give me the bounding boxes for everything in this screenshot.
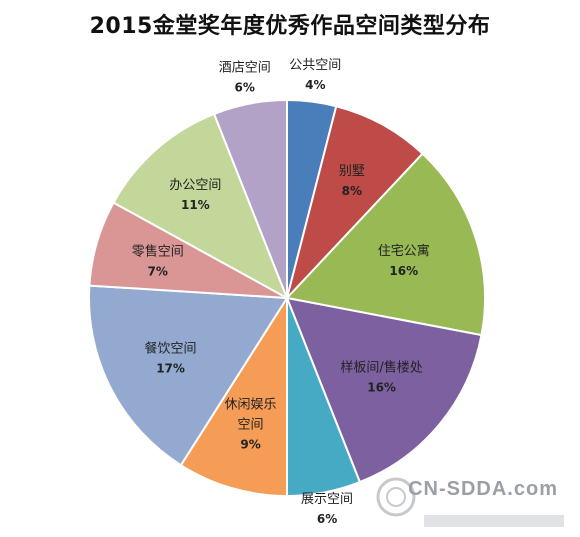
slice-value-label: 11% (181, 198, 210, 212)
slice-category-label: 别墅 (339, 164, 365, 179)
slice-category-label: 住宅公寓 (378, 243, 430, 259)
pie-slice (179, 294, 288, 498)
pie-slice (88, 284, 289, 467)
slice-category-label: 办公空间 (169, 178, 221, 193)
slice-value-label: 6% (235, 80, 255, 94)
slice-value-label: 16% (367, 380, 396, 394)
slice-value-label: 8% (342, 184, 362, 198)
pie-slice (285, 296, 483, 484)
slice-category-label: 样板间/售楼处 (340, 359, 422, 375)
slice-category-label: 餐饮空间 (145, 340, 197, 356)
pie-slice (112, 112, 289, 301)
slice-value-label: 9% (240, 437, 260, 451)
slice-category-label: 休闲娱乐 (225, 397, 277, 412)
chart-title: 2015金堂奖年度优秀作品空间类型分布 (89, 14, 491, 39)
watermark-logo-icon (376, 477, 564, 527)
pie-slices (88, 98, 486, 498)
slice-category-label: 空间 (238, 417, 264, 432)
pie-slice (286, 105, 424, 299)
pie-slice (212, 98, 288, 299)
slice-value-label: 7% (148, 264, 168, 278)
watermark-text: CN-SDDA.com (408, 478, 558, 500)
pie-slice (285, 152, 486, 337)
slice-value-label: 16% (389, 264, 418, 278)
slice-category-label: 零售空间 (132, 243, 184, 259)
slice-category-label: 公共空间 (289, 58, 341, 73)
slice-value-label: 6% (317, 512, 337, 526)
slice-category-label: 酒店空间 (219, 60, 271, 75)
slice-category-label: 展示空间 (301, 492, 353, 507)
slice-value-label: 4% (305, 78, 325, 92)
slice-value-label: 17% (156, 361, 185, 375)
